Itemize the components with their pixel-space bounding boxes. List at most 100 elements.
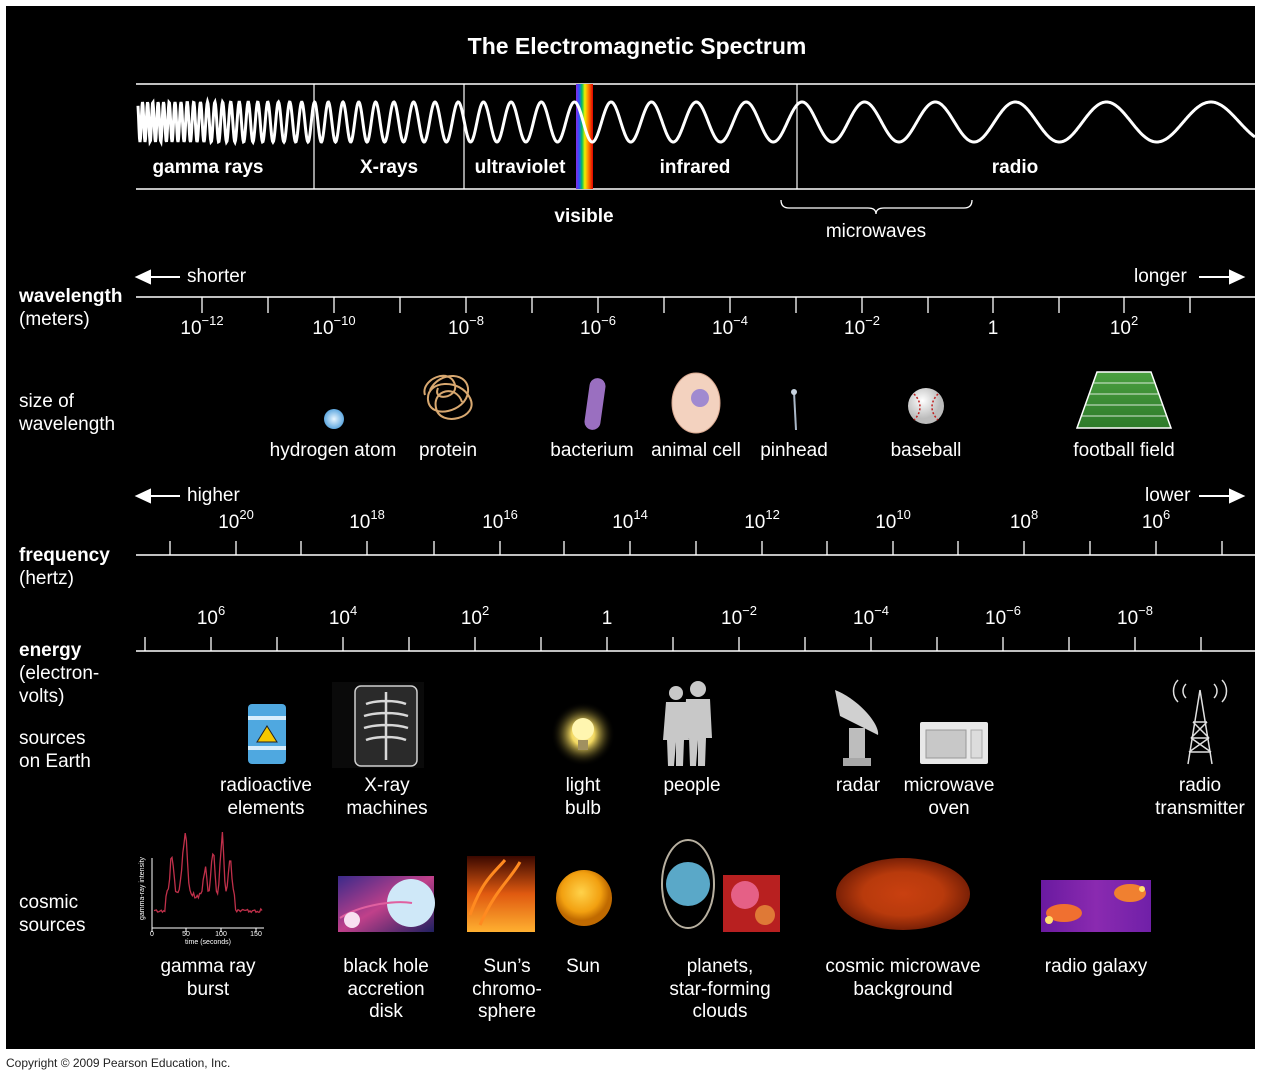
people-icon [663,681,712,766]
wavelength-tick-label: 10−12 [180,314,223,340]
frequency-tick-label: 1010 [875,508,911,534]
frequency-tick-label-exponent: 14 [633,506,648,522]
wavelength-tick-label-exponent: −8 [469,312,484,328]
frequency-tick-label: 108 [1010,508,1038,534]
wavelength-tick-label-base: 10 [312,318,334,339]
earth-sources-row-label: sources on Earth [19,727,91,773]
wavelength-tick-label: 10−8 [448,314,484,340]
size-item-football-field: football field [1073,440,1175,461]
energy-tick-label: 10−4 [853,604,889,630]
size-item-hydrogen-atom: hydrogen atom [269,440,397,461]
football-field-icon [1075,371,1173,429]
energy-tick-label-exponent: −8 [1138,602,1153,618]
energy-units-line1: (electron- [19,663,100,684]
energy-tick-label: 104 [328,604,357,630]
frequency-axis-ticks [169,541,1223,555]
earth-sources-label-line1: sources [19,728,86,749]
size-label-line1: size of [19,391,74,412]
grb-xtick: 150 [250,931,262,938]
wavelength-tick-label-base: 10 [1109,318,1131,339]
energy-tick-label: 1 [602,608,613,630]
frequency-units: (hertz) [19,568,74,589]
pinhead-head-icon [791,389,797,395]
earth-source-caption-line: transmitter [1155,797,1245,819]
wavelength-tick-label: 10−4 [712,314,748,340]
wavelength-tick-label-base: 10 [448,318,470,339]
cosmic-source-caption-line: gamma ray [160,956,256,977]
size-item-baseball: baseball [890,440,962,461]
direction-arrows [134,269,1246,504]
wavelength-units: (meters) [19,309,90,330]
frequency-tick-label-exponent: 18 [370,506,385,522]
earth-source-caption-line: radar [835,775,881,796]
protein-icon [423,374,473,420]
gamma-ray-burst-plot [151,831,264,932]
size-row-label: size of wavelength [19,390,115,436]
wavelength-tick-label: 10−10 [312,314,355,340]
frequency-tick-label-base: 10 [349,512,371,533]
size-item-pinhead: pinhead [760,440,828,461]
frequency-tick-label: 1012 [744,508,780,534]
wavelength-tick-label-exponent: 2 [1130,312,1139,328]
energy-tick-label-exponent: −2 [742,602,757,618]
band-label-x-rays: X-rays [359,157,419,178]
visible-label: visible [554,206,614,227]
wavelength-shorter-label: shorter [187,266,247,287]
size-label-line2: wavelength [19,414,116,435]
energy-tick-label: 102 [461,604,489,630]
cosmic-source-caption-line: clouds [692,1001,748,1022]
planets-image [661,839,715,929]
microwaves-label: microwaves [825,221,927,242]
microwave-oven-icon [920,722,988,764]
suns-chromosphere-image [467,856,535,932]
wavelength-tick-label-base: 1 [987,318,999,339]
wavelength-tick-label-exponent: −2 [865,312,880,328]
energy-tick-label: 10−2 [721,604,757,630]
earth-source-caption-line: microwave [903,775,995,796]
wavelength-tick-label-exponent: −4 [733,312,748,328]
star-forming-clouds-image [723,875,780,932]
size-item-bacterium: bacterium [550,440,634,461]
energy-tick-label: 106 [197,604,225,630]
energy-tick-label-base: 10 [328,608,350,629]
wavelength-tick-label-base: 10 [180,318,202,339]
cosmic-source-caption: black hole accretion disk [343,956,429,1024]
cosmic-sources-label-line1: cosmic [19,892,79,913]
frequency-tick-label-exponent: 10 [896,506,911,522]
grb-xtick: 50 [182,931,190,938]
copyright-notice: Copyright © 2009 Pearson Education, Inc. [6,1056,231,1070]
earth-source-caption: people [663,775,720,798]
cosmic-source-caption-line: accretion [347,978,425,1000]
cosmic-microwave-background-image [836,858,970,930]
cosmic-source-caption-line: cosmic microwave [825,956,981,977]
frequency-tick-label: 1016 [482,508,518,534]
cosmic-source-caption: Sun [566,956,600,979]
energy-units-line2: volts) [19,686,65,707]
band-label-infrared: infrared [659,157,731,178]
energy-tick-label-base: 10 [1117,608,1139,629]
radio-galaxy-image [1041,880,1151,932]
energy-tick-label-base: 1 [601,608,613,629]
energy-tick-label-exponent: −6 [1006,602,1021,618]
cosmic-source-caption: radio galaxy [1045,956,1147,979]
energy-tick-label-base: 10 [721,608,743,629]
radar-dish-icon [835,690,879,766]
wavelength-longer-label: longer [1134,266,1187,287]
earth-source-caption-line: bulb [565,797,601,819]
earth-sources-label-line2: on Earth [19,751,91,772]
animal-cell-nucleus-icon [691,389,709,407]
cosmic-sources-row-label: cosmic sources [19,891,86,937]
frequency-tick-label-base: 10 [875,512,897,533]
cosmic-source-caption-line: disk [369,1001,403,1022]
frequency-tick-label-base: 10 [1141,512,1163,533]
arrow-right-lower [1229,488,1246,504]
wavelength-tick-label: 1 [988,318,999,340]
band-label-gamma-rays: gamma rays [152,157,264,178]
frequency-label: frequency [19,545,110,566]
energy-tick-label-exponent: 4 [349,602,358,618]
frequency-row-label: frequency (hertz) [19,544,110,590]
wavelength-tick-label-base: 10 [580,318,602,339]
earth-source-caption: microwave oven [904,775,995,820]
energy-tick-label-exponent: 6 [217,602,226,618]
